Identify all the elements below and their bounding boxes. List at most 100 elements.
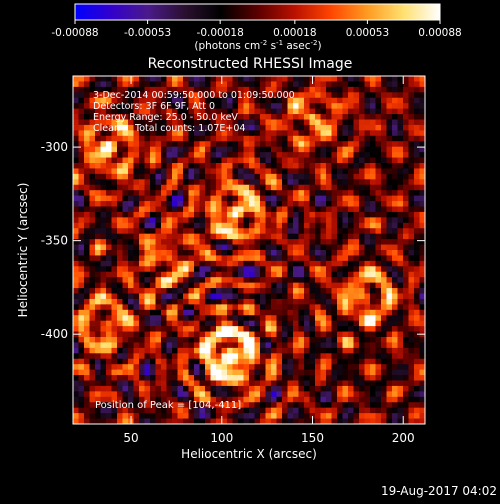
- heatmap-cell: [293, 190, 300, 197]
- heatmap-cell: [392, 108, 399, 115]
- heatmap-cell: [128, 380, 135, 387]
- heatmap-cell: [166, 228, 173, 235]
- heatmap-cell: [111, 391, 118, 398]
- heatmap-cell: [232, 184, 239, 191]
- heatmap-cell: [320, 282, 327, 289]
- heatmap-cell: [298, 418, 305, 424]
- heatmap-cell: [271, 168, 278, 175]
- heatmap-cell: [150, 331, 157, 338]
- heatmap-cell: [331, 114, 338, 121]
- heatmap-cell: [331, 271, 338, 278]
- heatmap-cell: [403, 163, 410, 170]
- heatmap-cell: [254, 271, 261, 278]
- heatmap-cell: [227, 271, 234, 278]
- heatmap-cell: [139, 92, 146, 99]
- heatmap-cell: [227, 179, 234, 186]
- heatmap-cell: [386, 114, 393, 121]
- heatmap-cell: [370, 293, 377, 300]
- heatmap-cell: [128, 179, 135, 186]
- heatmap-cell: [397, 217, 404, 224]
- heatmap-cell: [183, 369, 190, 376]
- heatmap-cell: [331, 337, 338, 344]
- heatmap-cell: [210, 396, 217, 403]
- heatmap-cell: [89, 250, 96, 257]
- heatmap-cell: [183, 76, 190, 83]
- heatmap-cell: [249, 304, 256, 311]
- heatmap-cell: [419, 337, 425, 344]
- heatmap-cell: [89, 114, 96, 121]
- heatmap-cell: [144, 331, 151, 338]
- heatmap-cell: [419, 255, 425, 262]
- heatmap-cell: [161, 396, 168, 403]
- heatmap-cell: [133, 396, 140, 403]
- heatmap-cell: [205, 97, 212, 104]
- heatmap-cell: [386, 331, 393, 338]
- heatmap-cell: [298, 81, 305, 88]
- heatmap-cell: [337, 364, 344, 371]
- heatmap-cell: [139, 364, 146, 371]
- heatmap-cell: [381, 407, 388, 414]
- heatmap-cell: [210, 315, 217, 322]
- heatmap-cell: [216, 211, 223, 218]
- heatmap-cell: [133, 173, 140, 180]
- heatmap-cell: [315, 255, 322, 262]
- heatmap-cell: [139, 396, 146, 403]
- heatmap-cell: [386, 124, 393, 131]
- heatmap-cell: [117, 380, 124, 387]
- heatmap-cell: [155, 271, 162, 278]
- heatmap-cell: [403, 173, 410, 180]
- heatmap-cell: [342, 179, 349, 186]
- heatmap-cell: [381, 288, 388, 295]
- heatmap-cell: [221, 141, 228, 148]
- heatmap-cell: [293, 152, 300, 159]
- heatmap-cell: [183, 86, 190, 93]
- heatmap-cell: [95, 347, 102, 354]
- heatmap-cell: [194, 375, 201, 382]
- heatmap-cell: [342, 385, 349, 392]
- heatmap-cell: [403, 201, 410, 208]
- heatmap-cell: [265, 298, 272, 305]
- heatmap-cell: [89, 222, 96, 229]
- heatmap-cell: [144, 347, 151, 354]
- heatmap-cell: [386, 195, 393, 202]
- heatmap-cell: [304, 108, 311, 115]
- heatmap-cell: [128, 402, 135, 409]
- heatmap-cell: [111, 347, 118, 354]
- heatmap-cell: [397, 282, 404, 289]
- heatmap-cell: [331, 190, 338, 197]
- heatmap-cell: [199, 81, 206, 88]
- heatmap-cell: [353, 152, 360, 159]
- heatmap-cell: [155, 293, 162, 300]
- heatmap-cell: [364, 239, 371, 246]
- heatmap-cell: [359, 97, 366, 104]
- heatmap-cell: [348, 217, 355, 224]
- heatmap-cell: [199, 309, 206, 316]
- heatmap-cell: [419, 239, 425, 246]
- heatmap-cell: [320, 211, 327, 218]
- heatmap-cell: [282, 201, 289, 208]
- heatmap-cell: [293, 277, 300, 284]
- heatmap-cell: [315, 380, 322, 387]
- heatmap-cell: [276, 277, 283, 284]
- heatmap-cell: [370, 119, 377, 126]
- heatmap-cell: [331, 163, 338, 170]
- heatmap-cell: [144, 255, 151, 262]
- heatmap-cell: [304, 163, 311, 170]
- heatmap-cell: [260, 358, 267, 365]
- heatmap-cell: [260, 413, 267, 420]
- heatmap-cell: [205, 391, 212, 398]
- heatmap-cell: [386, 380, 393, 387]
- heatmap-cell: [78, 81, 85, 88]
- heatmap-cell: [265, 81, 272, 88]
- heatmap-cell: [276, 217, 283, 224]
- heatmap-cell: [172, 282, 179, 289]
- heatmap-cell: [304, 179, 311, 186]
- heatmap-cell: [155, 135, 162, 142]
- heatmap-cell: [408, 239, 415, 246]
- heatmap-cell: [238, 380, 245, 387]
- heatmap-cell: [166, 298, 173, 305]
- heatmap-cell: [397, 337, 404, 344]
- heatmap-cell: [210, 108, 217, 115]
- heatmap-cell: [188, 211, 195, 218]
- heatmap-cell: [381, 135, 388, 142]
